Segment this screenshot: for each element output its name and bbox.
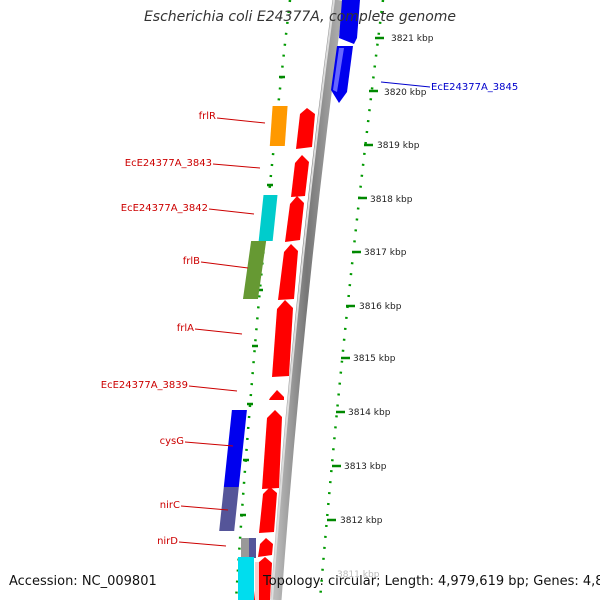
accession-text: Accession: NC_009801 [9, 574, 157, 589]
forward-gene-cysG[interactable] [262, 410, 282, 489]
gene-label-frlR[interactable]: frlR [199, 111, 216, 122]
leader-frlB [200, 261, 249, 269]
gene-label-EcE24377A_3845[interactable]: EcE24377A_3845 [431, 82, 518, 93]
scale-label: 3819 kbp [377, 141, 420, 151]
leader-EcE24377A_3842 [208, 208, 255, 215]
gene-labels: EcE24377A_3845 frlR EcE24377A_3843 EcE24… [101, 82, 519, 547]
scale-label: 3812 kbp [340, 516, 383, 526]
forward-gene-EcE24377A_3843[interactable] [291, 155, 309, 197]
reverse-gene-EcE24377A_3845-upper[interactable] [339, 0, 360, 44]
cog-block-frlB[interactable] [242, 241, 267, 299]
leader-lines [178, 81, 431, 547]
leader-nirC [180, 505, 229, 511]
scale-label: 3817 kbp [364, 248, 407, 258]
forward-gene-frlB[interactable] [278, 244, 298, 300]
leader-frlA [194, 328, 243, 335]
bottom-gene-pale [255, 562, 259, 600]
cog-block-cysG[interactable] [223, 410, 247, 487]
forward-gene-frlA[interactable] [272, 300, 293, 377]
gene-label-EcE24377A_3842[interactable]: EcE24377A_3842 [121, 203, 208, 214]
genome-backbone-edge [271, 0, 335, 600]
gene-label-cysG[interactable]: cysG [160, 436, 184, 447]
gene-label-EcE24377A_3843[interactable]: EcE24377A_3843 [125, 158, 212, 169]
leader-cysG [184, 441, 234, 447]
scale-label: 3811 kbp [337, 570, 380, 580]
cog-block-bottom[interactable] [238, 557, 254, 600]
gene-label-nirD[interactable]: nirD [157, 536, 178, 547]
genome-title: Escherichia coli E24377A, complete genom… [143, 9, 457, 25]
gene-label-EcE24377A_3839[interactable]: EcE24377A_3839 [101, 380, 188, 391]
leader-EcE24377A_3839 [188, 385, 238, 392]
cog-block-frlR[interactable] [269, 106, 288, 146]
scale-label: 3818 kbp [370, 195, 413, 205]
gene-label-frlA[interactable]: frlA [177, 323, 194, 334]
forward-gene-EcE24377A_3839[interactable] [269, 390, 284, 400]
forward-gene-EcE24377A_3842[interactable] [285, 196, 304, 242]
topology-text: Topology: circular; Length: 4,979,619 bp… [263, 574, 600, 589]
leader-EcE24377A_3843 [212, 163, 261, 169]
scale-label: 3816 kbp [359, 302, 402, 312]
scale-label: 3813 kbp [344, 462, 387, 472]
scale-label: 3815 kbp [353, 354, 396, 364]
cog-block-nirD-2[interactable] [249, 538, 256, 558]
forward-gene-frlR[interactable] [296, 108, 315, 149]
scale-label: 3814 kbp [348, 408, 391, 418]
outer-ring-ticks [327, 36, 384, 522]
cog-block-nirC[interactable] [219, 487, 239, 531]
scale-label: 3820 kbp [384, 88, 427, 98]
scale-label: 3821 kbp [391, 34, 434, 44]
forward-gene-nirD[interactable] [258, 538, 273, 557]
cog-block-nirD[interactable] [241, 538, 251, 558]
leader-nirD [178, 541, 227, 547]
leader-frlR [216, 117, 266, 124]
genome-backbone [270, 0, 344, 600]
gene-label-frlB[interactable]: frlB [183, 256, 200, 267]
gene-label-nirC[interactable]: nirC [160, 500, 180, 511]
forward-gene-nirC[interactable] [259, 487, 277, 533]
cog-block-EcE24377A_3842[interactable] [258, 195, 278, 241]
reverse-gene-EcE24377A_3845-highlight [333, 48, 344, 92]
leader-EcE24377A_3845 [380, 81, 431, 88]
scale-labels: 3821 kbp 3820 kbp 3819 kbp 3818 kbp 3817… [337, 34, 434, 580]
